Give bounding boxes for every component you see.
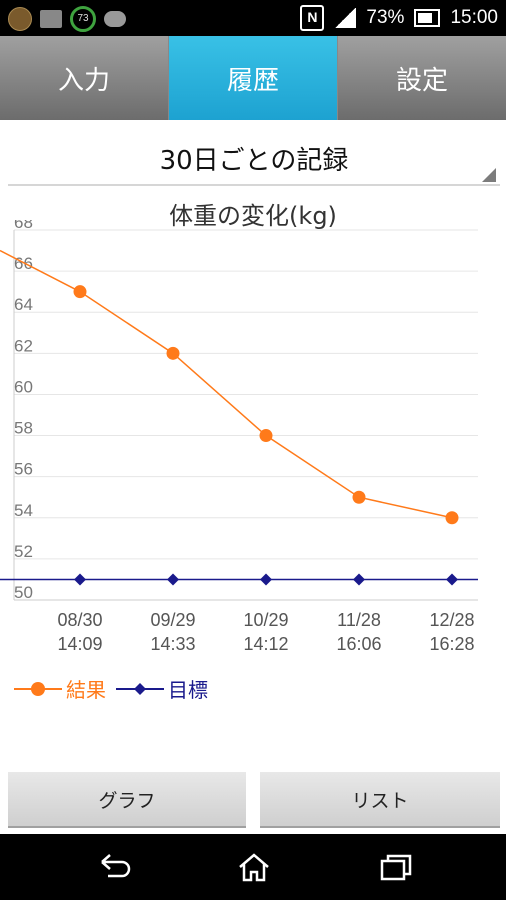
y-tick-label: 68 bbox=[14, 220, 33, 232]
x-tick-label: 11/28 bbox=[337, 610, 381, 630]
goal-point bbox=[353, 573, 365, 586]
nfc-icon: N bbox=[300, 5, 325, 31]
badge-notification-icon: 73 bbox=[70, 6, 96, 32]
x-tick-label: 12/28 bbox=[429, 610, 474, 630]
goal-point bbox=[260, 573, 272, 586]
chart-legend: 結果 目標 bbox=[14, 674, 218, 703]
goal-point bbox=[74, 573, 86, 586]
result-point bbox=[445, 511, 459, 525]
x-tick-label: 09/29 bbox=[150, 610, 195, 630]
x-tick-label: 14:09 bbox=[57, 634, 102, 654]
legend-goal-label: 目標 bbox=[168, 678, 208, 702]
y-tick-label: 50 bbox=[14, 583, 33, 602]
list-button[interactable]: リスト bbox=[260, 772, 500, 828]
status-bar: 73 N 73% 15:00 bbox=[0, 0, 506, 36]
y-tick-label: 66 bbox=[14, 254, 33, 273]
tab-input[interactable]: 入力 bbox=[0, 36, 169, 120]
result-point bbox=[166, 346, 180, 360]
result-point bbox=[73, 285, 87, 299]
dropdown-arrow-icon bbox=[482, 168, 496, 182]
x-tick-label: 14:33 bbox=[150, 634, 195, 654]
weight-chart: 68 66 64 62 60 58 56 54 52 50 08/30 14:09 09/29 14:33… bbox=[0, 220, 478, 654]
x-tick-label: 14:12 bbox=[243, 634, 288, 654]
goal-point bbox=[446, 573, 458, 586]
app-notification-icon bbox=[8, 7, 32, 31]
back-icon[interactable] bbox=[96, 852, 132, 882]
result-point bbox=[352, 490, 366, 504]
result-series-line bbox=[0, 249, 453, 519]
y-tick-label: 62 bbox=[14, 336, 33, 355]
result-point bbox=[259, 429, 273, 443]
x-tick-label: 10/29 bbox=[243, 610, 288, 630]
y-tick-label: 64 bbox=[14, 295, 33, 314]
legend-goal-marker bbox=[116, 682, 164, 695]
y-tick-label: 58 bbox=[14, 419, 33, 438]
legend-goal: 目標 bbox=[116, 674, 208, 703]
recent-apps-icon[interactable] bbox=[378, 852, 414, 882]
x-tick-label: 08/30 bbox=[57, 610, 102, 630]
period-spinner-label: 30日ごとの記録 bbox=[159, 146, 349, 176]
chart-title: 体重の変化(kg) bbox=[169, 202, 337, 230]
navigation-bar bbox=[0, 834, 506, 900]
home-icon[interactable] bbox=[236, 852, 272, 882]
graph-button[interactable]: グラフ bbox=[8, 772, 246, 828]
legend-result-marker bbox=[14, 681, 62, 696]
x-tick-label: 16:28 bbox=[429, 634, 474, 654]
image-notification-icon bbox=[40, 10, 62, 28]
tab-settings[interactable]: 設定 bbox=[395, 65, 448, 96]
goal-point bbox=[167, 573, 179, 586]
y-tick-label: 52 bbox=[14, 542, 33, 561]
weather-icon bbox=[104, 11, 126, 27]
legend-result-label: 結果 bbox=[66, 678, 106, 702]
tab-bar: 入力 履歴 設定 bbox=[0, 36, 506, 120]
y-tick-label: 60 bbox=[14, 377, 33, 396]
y-tick-label: 56 bbox=[14, 460, 33, 479]
x-tick-label: 16:06 bbox=[336, 634, 381, 654]
legend-result: 結果 bbox=[14, 674, 106, 703]
y-tick-label: 54 bbox=[14, 501, 33, 520]
clock: 15:00 bbox=[450, 7, 498, 28]
battery-percent: 73% bbox=[366, 7, 405, 28]
tab-history[interactable]: 履歴 bbox=[169, 36, 338, 120]
period-spinner[interactable]: 30日ごとの記録 bbox=[8, 130, 500, 186]
battery-icon bbox=[414, 9, 441, 27]
signal-icon bbox=[334, 8, 357, 28]
